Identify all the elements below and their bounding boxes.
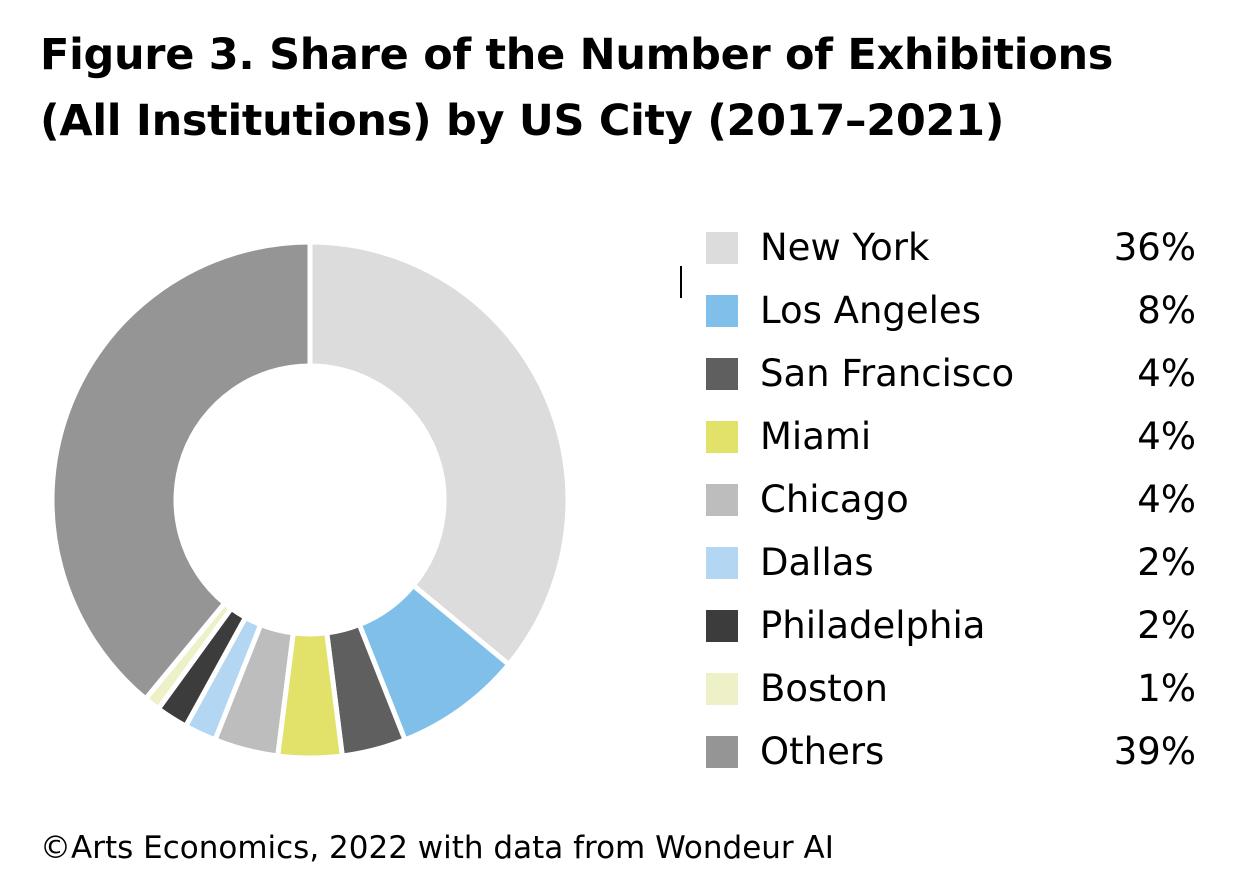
- slice-new-york: [307, 239, 571, 668]
- legend-label: Miami: [760, 415, 872, 458]
- legend-swatch: [706, 295, 738, 327]
- legend-label: Los Angeles: [760, 289, 981, 332]
- text-cursor: [680, 266, 682, 298]
- legend-item-chicago: Chicago 4%: [706, 468, 1196, 531]
- chart-title-line-1: Figure 3. Share of the Number of Exhibit…: [40, 30, 1114, 80]
- legend-label: San Francisco: [760, 352, 1015, 395]
- chart-title-line-2: (All Institutions) by US City (2017–2021…: [40, 96, 1005, 146]
- legend-swatch: [706, 673, 738, 705]
- legend-swatch: [706, 421, 738, 453]
- legend-item-others: Others 39%: [706, 720, 1196, 783]
- legend-item-los-angeles: Los Angeles 8%: [706, 279, 1196, 342]
- legend-label: Philadelphia: [760, 604, 986, 647]
- legend-value: 4%: [1137, 415, 1196, 458]
- legend-item-philadelphia: Philadelphia 2%: [706, 594, 1196, 657]
- legend-item-san-francisco: San Francisco 4%: [706, 342, 1196, 405]
- legend-value: 1%: [1137, 667, 1196, 710]
- legend-value: 2%: [1137, 541, 1196, 584]
- legend-swatch: [706, 736, 738, 768]
- legend-swatch: [706, 547, 738, 579]
- chart-title: Figure 3. Share of the Number of Exhibit…: [40, 22, 1200, 154]
- chart-legend: New York 36% Los Angeles 8% San Francisco 4% M…: [706, 216, 1196, 783]
- legend-value: 2%: [1137, 604, 1196, 647]
- slice-others: [49, 239, 313, 703]
- legend-value: 8%: [1137, 289, 1196, 332]
- legend-item-new-york: New York 36%: [706, 216, 1196, 279]
- legend-value: 4%: [1137, 352, 1196, 395]
- legend-swatch: [706, 232, 738, 264]
- legend-item-dallas: Dallas 2%: [706, 531, 1196, 594]
- legend-swatch: [706, 610, 738, 642]
- legend-swatch: [706, 358, 738, 390]
- legend-label: Dallas: [760, 541, 874, 584]
- legend-item-boston: Boston 1%: [706, 657, 1196, 720]
- source-note: ©Arts Economics, 2022 with data from Won…: [40, 830, 834, 866]
- legend-label: New York: [760, 226, 930, 269]
- legend-label: Chicago: [760, 478, 909, 521]
- legend-value: 36%: [1113, 226, 1196, 269]
- legend-swatch: [706, 484, 738, 516]
- legend-label: Boston: [760, 667, 888, 710]
- legend-item-miami: Miami 4%: [706, 405, 1196, 468]
- legend-value: 39%: [1113, 730, 1196, 773]
- donut-chart: [49, 239, 571, 761]
- legend-label: Others: [760, 730, 885, 773]
- legend-value: 4%: [1137, 478, 1196, 521]
